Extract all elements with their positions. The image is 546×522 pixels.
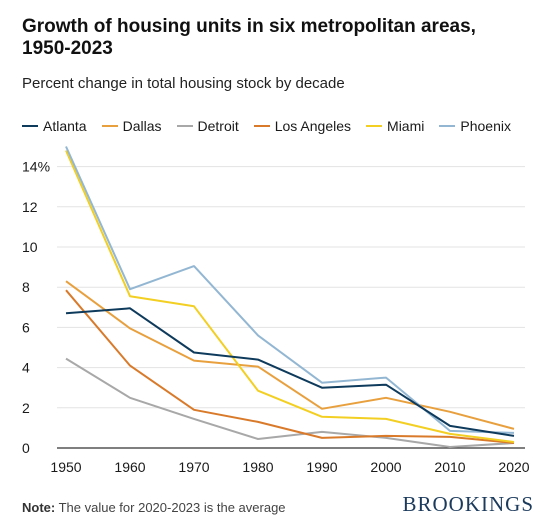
series-line-dallas [65,280,515,430]
legend-label: Detroit [197,118,239,134]
legend-item-phoenix: Phoenix [439,118,511,134]
footer-note: Note: The value for 2020-2023 is the ave… [22,500,286,515]
brookings-logo: BROOKINGS [402,492,534,516]
legend-item-atlanta: Atlanta [22,118,87,134]
x-tick-label: 1960 [114,459,145,475]
y-tick-label: 10 [22,239,38,255]
legend-swatch [101,125,118,127]
x-tick-label: 1980 [242,459,273,475]
y-tick-label: 4 [22,360,30,376]
x-axis-tick-labels: 1950 1960 1970 1980 1990 2000 2010 2020 [50,459,529,475]
y-tick-label: 2 [22,400,30,416]
legend-swatch [22,125,38,127]
gridlines [57,166,525,449]
note-label: Note: [22,500,56,515]
chart-title: Growth of housing units in six metropoli… [22,16,476,59]
x-tick-label: 2020 [498,459,529,475]
x-tick-label: 2000 [370,459,401,475]
legend-item-detroit: Detroit [176,118,239,134]
y-tick-label: 12 [22,199,38,215]
y-tick-label: 14% [22,159,50,175]
y-tick-label: 8 [22,279,30,295]
y-tick-label: 6 [22,319,30,335]
x-tick-label: 1990 [306,459,337,475]
x-tick-label: 1950 [50,459,81,475]
legend-label: Phoenix [460,118,511,134]
series-lines [65,146,515,448]
x-tick-label: 1970 [178,459,209,475]
series-line-phoenix [65,146,515,434]
series-line-detroit [65,357,515,448]
chart-legend: Atlanta Dallas Detroit Los Angeles Miami Phoe… [22,118,526,134]
series-line-atlanta [65,307,515,437]
line-chart: 0 2 4 6 8 10 12 14% 1950 1960 1970 1980 1990 2000 201… [22,146,530,475]
legend-swatch [366,125,383,127]
legend-label: Miami [387,118,425,134]
legend-swatch [439,125,456,127]
chart-subtitle: Percent change in total housing stock by… [22,75,345,92]
legend-item-los-angeles: Los Angeles [253,118,352,134]
legend-item-dallas: Dallas [101,118,162,134]
series-line-miami [65,150,515,443]
legend-label: Dallas [122,118,162,134]
legend-label: Los Angeles [274,118,352,134]
y-tick-label: 0 [22,440,30,456]
legend-item-miami: Miami [366,118,424,134]
x-tick-label: 2010 [434,459,465,475]
note-text: The value for 2020-2023 is the average [58,500,286,515]
legend-swatch [176,125,193,127]
legend-swatch [253,125,270,127]
y-axis-tick-labels: 0 2 4 6 8 10 12 14% [22,159,50,456]
series-line-los-angeles [65,289,515,444]
legend-label: Atlanta [43,118,87,134]
